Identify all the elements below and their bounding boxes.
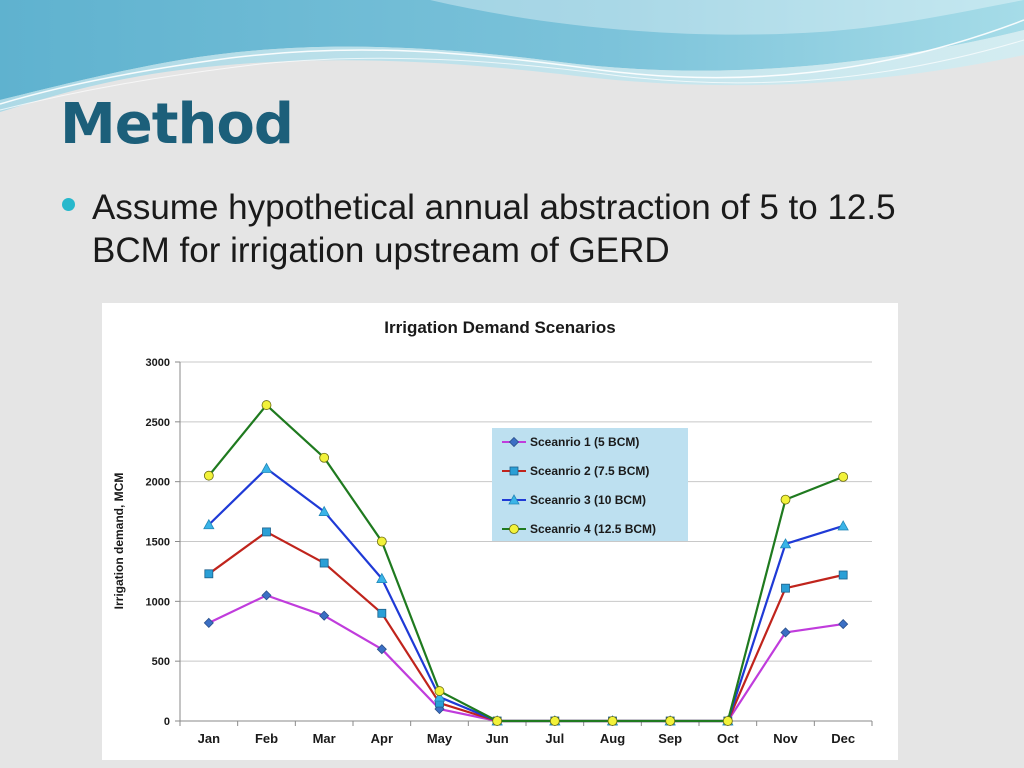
- x-tick-label: Oct: [717, 731, 739, 746]
- data-point: [319, 610, 330, 621]
- data-point: [838, 471, 849, 482]
- axes: 0 500 1000 1500 2000 2500 3000 Jan Feb Mar Apr May J…: [146, 357, 873, 746]
- x-tick-label: Jul: [545, 731, 564, 746]
- y-tick-label: 500: [152, 656, 170, 668]
- header-wave-decoration: [0, 0, 1024, 112]
- data-point: [780, 627, 791, 638]
- legend-label: Sceanrio 1 (5 BCM): [530, 435, 639, 449]
- x-tick-label: Mar: [313, 731, 336, 746]
- data-point: [434, 686, 445, 696]
- data-point: [492, 716, 503, 726]
- bullet-text: Assume hypothetical annual abstraction o…: [92, 188, 896, 270]
- data-point: [607, 716, 618, 726]
- legend-box: [492, 428, 688, 541]
- legend-marker: [509, 466, 519, 476]
- data-point: [203, 617, 214, 628]
- y-tick-label: 2000: [146, 477, 170, 489]
- data-point: [319, 452, 330, 463]
- data-point: [376, 572, 388, 583]
- data-point: [837, 520, 849, 531]
- chart-container: Irrigation Demand Scenarios Irrigation d…: [102, 303, 898, 760]
- data-point: [261, 400, 272, 410]
- x-tick-label: Jan: [198, 731, 220, 746]
- series-line: [208, 530, 844, 723]
- x-tick-label: Feb: [255, 731, 278, 746]
- y-tick-label: 1000: [146, 596, 170, 608]
- legend-marker: [509, 524, 519, 534]
- legend-label: Sceanrio 3 (10 BCM): [530, 493, 646, 507]
- x-tick-label: Nov: [773, 731, 798, 746]
- y-tick-label: 2500: [146, 417, 170, 429]
- data-point: [780, 494, 791, 505]
- data-point: [433, 691, 446, 702]
- y-tick-label: 1500: [146, 537, 170, 549]
- data-point: [260, 462, 273, 473]
- legend-label: Sceanrio 2 (7.5 BCM): [530, 464, 649, 478]
- bullet-icon: [62, 198, 75, 211]
- series-1: [203, 590, 849, 727]
- data-point: [781, 583, 790, 593]
- series-lines: [203, 400, 849, 727]
- y-axis-label: Irrigation demand, MCM: [112, 473, 126, 610]
- line-chart: Irrigation Demand Scenarios Irrigation d…: [112, 318, 873, 746]
- series-4: [203, 400, 849, 726]
- data-point: [204, 569, 214, 579]
- y-tick-label: 3000: [146, 357, 170, 369]
- x-tick-label: Apr: [371, 731, 393, 746]
- data-point: [779, 538, 792, 549]
- series-line: [207, 403, 844, 723]
- x-tick-label: Sep: [658, 731, 682, 746]
- data-point: [838, 570, 848, 580]
- data-point: [838, 619, 849, 630]
- series-2: [204, 527, 848, 726]
- legend-label: Sceanrio 4 (12.5 BCM): [530, 522, 656, 536]
- chart-title: Irrigation Demand Scenarios: [384, 318, 615, 337]
- data-point: [203, 470, 214, 481]
- data-point: [665, 716, 676, 726]
- x-tick-label: Dec: [831, 731, 855, 746]
- slide-title: Method: [60, 92, 294, 157]
- data-point: [262, 527, 271, 537]
- legend: Sceanrio 1 (5 BCM) Sceanrio 2 (7.5 BCM) Sc…: [492, 428, 688, 541]
- data-point: [203, 518, 215, 530]
- data-point: [376, 644, 387, 655]
- data-point: [318, 505, 330, 516]
- x-tick-label: May: [427, 731, 453, 746]
- data-point: [376, 536, 387, 547]
- data-point: [722, 716, 733, 726]
- data-point: [319, 558, 329, 568]
- gridlines: [180, 361, 872, 662]
- data-point: [549, 716, 560, 726]
- data-point: [377, 608, 387, 618]
- legend-marker: [508, 494, 520, 505]
- y-tick-label: 0: [164, 716, 170, 728]
- x-tick-label: Aug: [600, 731, 625, 746]
- legend-marker: [508, 436, 520, 448]
- x-tick-label: Jun: [486, 731, 509, 746]
- data-point: [261, 590, 272, 601]
